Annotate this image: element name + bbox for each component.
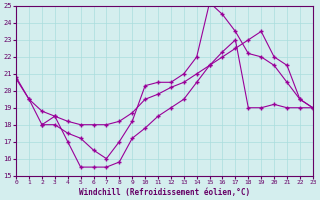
X-axis label: Windchill (Refroidissement éolien,°C): Windchill (Refroidissement éolien,°C) — [79, 188, 250, 197]
